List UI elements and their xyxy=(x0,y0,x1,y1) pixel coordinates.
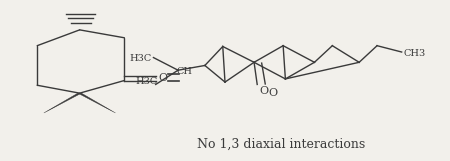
Text: No 1,3 diaxial interactions: No 1,3 diaxial interactions xyxy=(197,137,365,150)
Text: O: O xyxy=(260,86,269,96)
Polygon shape xyxy=(78,93,116,113)
Text: H3C: H3C xyxy=(130,54,152,63)
Text: H3C: H3C xyxy=(135,77,158,86)
Polygon shape xyxy=(44,93,81,113)
Text: O: O xyxy=(268,89,277,99)
Text: CH: CH xyxy=(177,67,193,76)
Text: O: O xyxy=(158,73,167,83)
Text: CH3: CH3 xyxy=(404,49,426,58)
